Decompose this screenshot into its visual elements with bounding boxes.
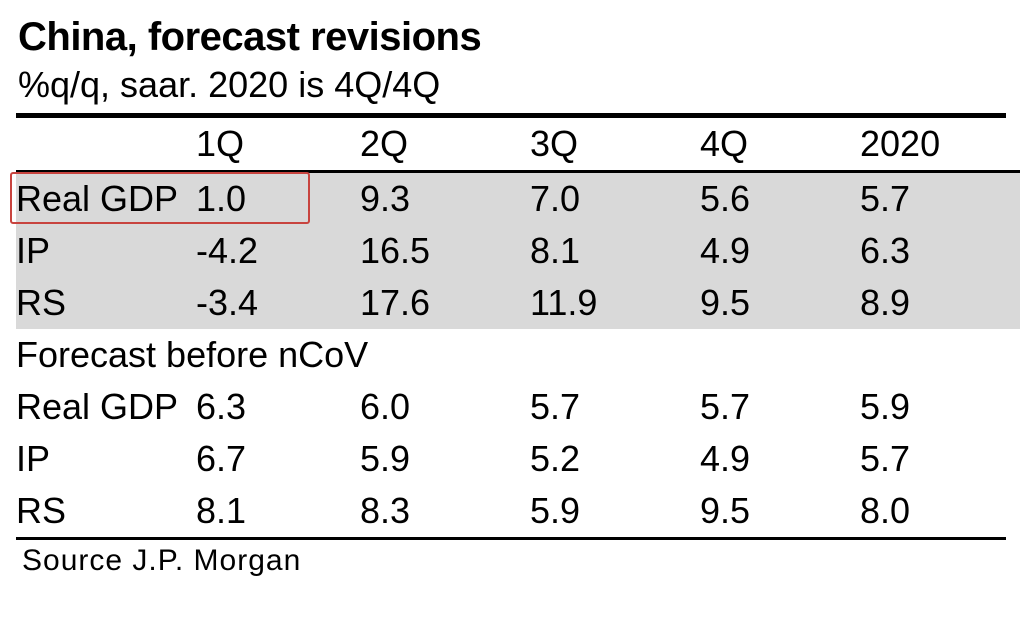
table-row: RS -3.4 17.6 11.9 9.5 8.9 bbox=[16, 277, 1020, 329]
cell: -4.2 bbox=[196, 225, 360, 277]
row-label: IP bbox=[16, 225, 196, 277]
col-1q: 1Q bbox=[196, 118, 360, 170]
cell: 8.1 bbox=[196, 485, 360, 537]
cell: 8.3 bbox=[360, 485, 530, 537]
source-line: Source J.P. Morgan bbox=[16, 540, 1006, 578]
table-row: Real GDP 6.3 6.0 5.7 5.7 5.9 bbox=[16, 381, 1020, 433]
cell: 5.9 bbox=[530, 485, 700, 537]
col-4q: 4Q bbox=[700, 118, 860, 170]
cell: 9.3 bbox=[360, 173, 530, 225]
col-blank bbox=[16, 118, 196, 170]
cell: 11.9 bbox=[530, 277, 700, 329]
cell: 1.0 bbox=[196, 173, 360, 225]
cell: 17.6 bbox=[360, 277, 530, 329]
table-row: IP 6.7 5.9 5.2 4.9 5.7 bbox=[16, 433, 1020, 485]
table-row: RS 8.1 8.3 5.9 9.5 8.0 bbox=[16, 485, 1020, 537]
cell: 5.7 bbox=[530, 381, 700, 433]
table-header-row: 1Q 2Q 3Q 4Q 2020 bbox=[16, 118, 1020, 170]
cell: -3.4 bbox=[196, 277, 360, 329]
cell: 9.5 bbox=[700, 277, 860, 329]
cell: 5.9 bbox=[860, 381, 1020, 433]
cell: 7.0 bbox=[530, 173, 700, 225]
col-3q: 3Q bbox=[530, 118, 700, 170]
table-subtitle: %q/q, saar. 2020 is 4Q/4Q bbox=[18, 62, 1006, 107]
row-label: RS bbox=[16, 277, 196, 329]
cell: 8.9 bbox=[860, 277, 1020, 329]
table-title: China, forecast revisions bbox=[18, 14, 1006, 60]
table-row: IP -4.2 16.5 8.1 4.9 6.3 bbox=[16, 225, 1020, 277]
cell: 6.0 bbox=[360, 381, 530, 433]
table-row: Real GDP 1.0 9.3 7.0 5.6 5.7 bbox=[16, 173, 1020, 225]
cell: 8.0 bbox=[860, 485, 1020, 537]
section-heading-row: Forecast before nCoV bbox=[16, 329, 1020, 381]
cell: 8.1 bbox=[530, 225, 700, 277]
cell: 5.2 bbox=[530, 433, 700, 485]
cell: 16.5 bbox=[360, 225, 530, 277]
cell: 4.9 bbox=[700, 433, 860, 485]
row-label: RS bbox=[16, 485, 196, 537]
row-label: Real GDP bbox=[16, 173, 196, 225]
cell: 5.7 bbox=[860, 433, 1020, 485]
forecast-table: 1Q 2Q 3Q 4Q 2020 Real GDP 1.0 9.3 7.0 5.… bbox=[16, 118, 1020, 537]
col-2020: 2020 bbox=[860, 118, 1020, 170]
cell: 6.3 bbox=[860, 225, 1020, 277]
cell: 5.6 bbox=[700, 173, 860, 225]
row-label: Real GDP bbox=[16, 381, 196, 433]
section-heading: Forecast before nCoV bbox=[16, 329, 1020, 381]
cell: 4.9 bbox=[700, 225, 860, 277]
row-label: IP bbox=[16, 433, 196, 485]
cell: 5.7 bbox=[700, 381, 860, 433]
col-2q: 2Q bbox=[360, 118, 530, 170]
cell: 5.9 bbox=[360, 433, 530, 485]
cell: 9.5 bbox=[700, 485, 860, 537]
cell: 6.3 bbox=[196, 381, 360, 433]
cell: 5.7 bbox=[860, 173, 1020, 225]
cell: 6.7 bbox=[196, 433, 360, 485]
